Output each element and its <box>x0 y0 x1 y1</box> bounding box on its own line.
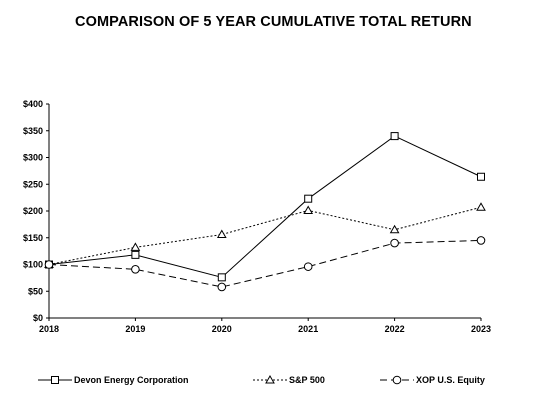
y-tick-label: $100 <box>23 260 43 270</box>
data-point-square <box>217 273 226 282</box>
data-point-circle <box>390 238 399 248</box>
x-tick-label: 2022 <box>385 324 405 334</box>
data-point-triangle <box>130 242 141 251</box>
legend-marker-triangle <box>265 374 275 384</box>
data-point-circle <box>44 260 54 269</box>
data-point-triangle <box>216 229 227 239</box>
data-point-triangle <box>303 205 314 214</box>
x-tick-label: 2020 <box>212 324 232 334</box>
y-tick-label: $200 <box>23 206 43 216</box>
data-point-square <box>477 172 485 181</box>
y-tick-label: $400 <box>23 99 43 109</box>
chart-axes <box>46 103 482 321</box>
x-tick-label: 2019 <box>125 324 145 334</box>
x-tick-label: 2023 <box>471 324 491 334</box>
x-axis-tick-labels: 2018 2019 2020 2021 2022 2023 <box>39 324 491 334</box>
series-line-circle <box>48 239 482 288</box>
chart-title: COMPARISON OF 5 YEAR CUMULATIVE TOTAL RE… <box>75 14 472 30</box>
series-layer <box>44 132 486 292</box>
data-point-circle <box>131 265 140 274</box>
data-point-square <box>304 194 313 203</box>
y-tick-label: $300 <box>23 153 43 163</box>
legend-marker-circle <box>392 375 402 385</box>
y-tick-label: $250 <box>23 179 43 189</box>
legend-label: Devon Energy Corporation <box>74 375 189 385</box>
data-point-square <box>390 132 399 141</box>
x-tick-label: 2021 <box>298 324 318 334</box>
y-tick-label: $350 <box>23 126 43 136</box>
data-point-triangle <box>476 202 486 211</box>
legend-marker-square <box>51 376 59 384</box>
x-tick-label: 2018 <box>39 324 59 334</box>
data-point-circle <box>476 236 486 245</box>
y-tick-label: $0 <box>33 313 43 323</box>
y-tick-label: $150 <box>23 233 43 243</box>
y-tick-label: $50 <box>28 286 43 296</box>
data-point-square <box>131 250 140 259</box>
chart-legend: Devon Energy Corporation S&P 500 XOP U.S. … <box>38 374 485 385</box>
series-line-square <box>48 135 482 278</box>
series-line-triangle <box>48 206 482 265</box>
data-point-triangle <box>389 224 400 234</box>
y-axis-tick-labels: $0 $50 $100 $150 $200 $250 $300 $350 $400 <box>23 99 43 323</box>
legend-label: XOP U.S. Equity <box>416 375 485 385</box>
data-point-circle <box>303 262 313 271</box>
legend-label: S&P 500 <box>289 375 325 385</box>
data-point-circle <box>217 282 227 292</box>
